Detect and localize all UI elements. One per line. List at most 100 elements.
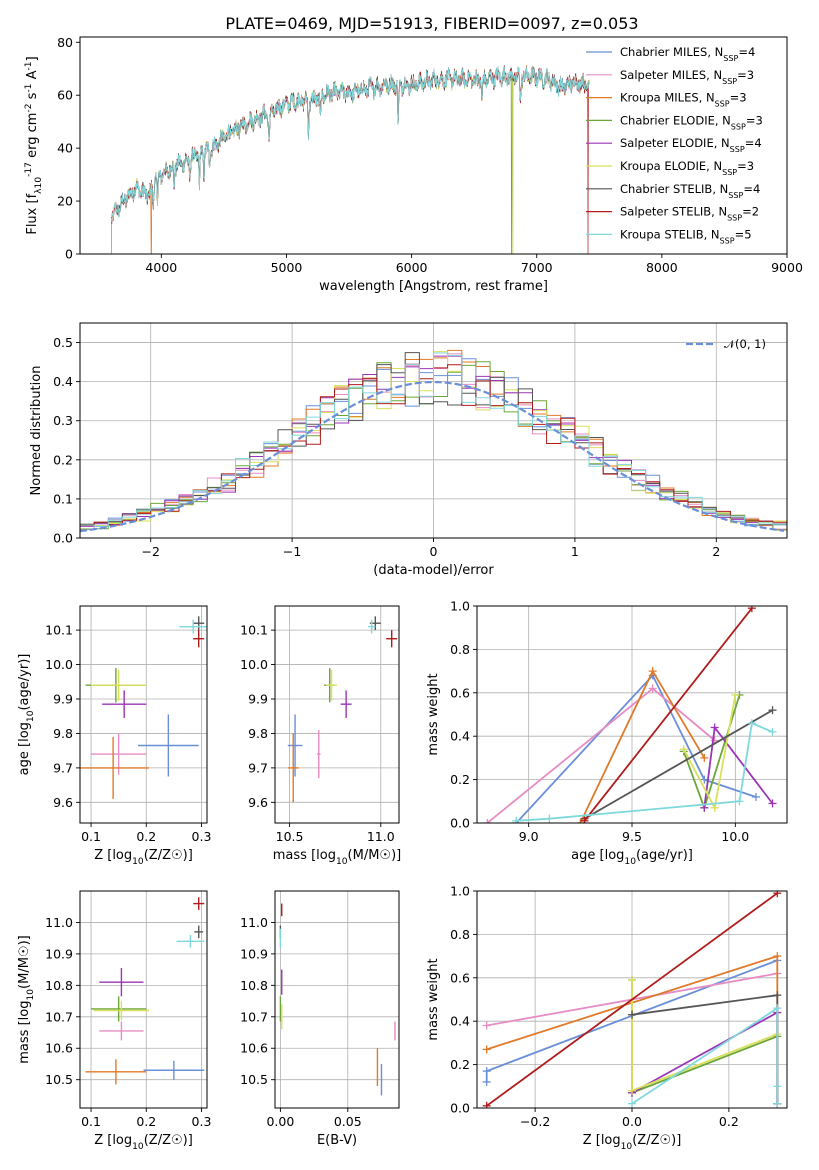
axes-frame [274, 890, 400, 1109]
y-tick-label: 60 [57, 88, 73, 103]
legend-entry: Chabrier STELIB, NSSP=4 [620, 182, 760, 200]
gaussian-curve [80, 380, 785, 533]
age-vs-Z-plot-area [80, 616, 207, 799]
y-tick-label: 10.7 [240, 1009, 268, 1024]
figure-title: PLATE=0469, MJD=51913, FIBERID=0097, z=0… [225, 14, 638, 33]
plus-marker [747, 606, 756, 613]
y-tick-label: 9.7 [53, 760, 73, 775]
x-tick-label: −2 [141, 544, 159, 559]
legend-entry: Salpeter MILES, NSSP=3 [620, 68, 754, 86]
x-tick-label: 2 [712, 544, 720, 559]
spectrum-line-kroupa-stelib [110, 66, 590, 223]
errorbar-point [143, 1060, 205, 1080]
weight-vs-Z-plot-area [482, 891, 782, 1108]
legend-entry: Kroupa ELODIE, NSSP=3 [620, 159, 754, 177]
x-tick-label: 9.0 [519, 829, 539, 844]
weight-line-chabrier-miles [515, 673, 757, 823]
y-tick-label: 10.6 [240, 1041, 268, 1056]
plus-marker [482, 1021, 491, 1030]
y-tick-label: 9.6 [248, 795, 268, 810]
y-tick-label: 0.8 [450, 642, 470, 657]
x-axis-label: wavelength [Angstrom, rest frame] [319, 279, 548, 294]
y-tick-label: 11.0 [45, 915, 73, 930]
plus-marker [628, 1086, 636, 1095]
x-tick-label: 4000 [145, 260, 177, 275]
errorbar-point [91, 669, 147, 701]
y-axis-label: mass [log10(M/M☉)] [17, 935, 36, 1063]
x-axis-label: Z [log10(Z/Z☉)] [94, 848, 193, 867]
histogram-chabrier-elodie [80, 361, 787, 531]
plus-marker [482, 1077, 491, 1086]
errorbar-point [193, 897, 205, 910]
y-tick-label: 80 [57, 35, 73, 50]
age-vs-mass-plot-area [287, 616, 398, 803]
plus-marker [482, 1045, 491, 1054]
plus-marker [731, 690, 740, 699]
y-tick-label: 0 [65, 247, 73, 262]
x-tick-label: 9.5 [622, 829, 642, 844]
y-tick-label: 0.3 [53, 413, 73, 428]
y-tick-label: 1.0 [450, 599, 470, 614]
errorbar-point [176, 935, 205, 948]
plus-marker [747, 719, 756, 728]
plus-marker [773, 1004, 782, 1013]
legend-entry: Chabrier MILES, NSSP=4 [620, 45, 755, 63]
errorbar-point [368, 619, 376, 634]
y-tick-label: 10.8 [240, 978, 268, 993]
y-tick-label: 9.9 [248, 692, 268, 707]
histogram-chabrier-stelib [80, 352, 787, 526]
plus-marker [768, 799, 777, 808]
plus-marker [768, 727, 777, 736]
x-tick-label: 0.05 [334, 1114, 362, 1129]
x-tick-label: 0.2 [136, 1114, 156, 1129]
plus-marker [482, 1067, 491, 1076]
weight-line-kroupa-stelib [631, 1006, 779, 1105]
plus-marker [628, 975, 636, 984]
y-tick-label: 9.8 [53, 726, 73, 741]
mass-vs-EBV-plot-area [279, 903, 396, 1096]
x-tick-label: 9000 [771, 260, 803, 275]
weight-vs-age-plot-area [483, 606, 777, 823]
x-tick-label: 0.3 [192, 829, 212, 844]
plus-marker [648, 684, 657, 693]
plus-marker [773, 952, 782, 961]
mass-vs-Z-panel: 0.1 0.2 0.3 10.5 10.6 10.7 10.8 10.9 11.0 Z [log1… [17, 890, 212, 1152]
x-axis-label: mass [log10(M/M☉)] [273, 848, 401, 867]
plus-marker [483, 819, 492, 823]
y-tick-label: 9.7 [248, 760, 268, 775]
errorbar-point [102, 690, 147, 718]
plus-marker [773, 891, 782, 898]
age-vs-Z-panel: 0.1 0.2 0.3 9.6 9.7 9.8 9.9 10.0 10.1 Z [log10(Z/… [17, 605, 212, 867]
x-tick-label: 0.2 [136, 829, 156, 844]
y-tick-label: 0.2 [450, 1057, 470, 1072]
errorbar-point [194, 925, 204, 939]
y-axis-label: Flux [fλ10-17 erg cm-2 s-1 A-1] [24, 56, 44, 234]
legend-entry: Salpeter ELODIE, NSSP=4 [620, 136, 762, 154]
axes-frame [79, 36, 788, 255]
y-tick-label: 10.1 [45, 623, 73, 638]
y-tick-label: 0.1 [53, 491, 73, 506]
legend-entry: Kroupa STELIB, NSSP=5 [620, 227, 752, 245]
y-tick-label: 10.9 [240, 946, 268, 961]
weight-vs-Z-panel: −0.2 0.0 0.2 0.0 0.2 0.4 0.6 0.8 1.0 Z [log10(Z/Z… [426, 884, 788, 1152]
y-tick-label: 10.5 [240, 1072, 268, 1087]
y-tick-label: 0.0 [53, 531, 73, 546]
x-tick-label: 0.3 [192, 1114, 212, 1129]
weight-line-kroupa-stelib [516, 721, 773, 822]
x-tick-label: 10.5 [276, 829, 304, 844]
errorbar-point [80, 736, 150, 799]
errorbar-point [193, 630, 205, 648]
errorbar-point [340, 690, 352, 718]
plus-marker [482, 1101, 491, 1108]
errorbar-point [91, 996, 147, 1022]
y-tick-label: 40 [57, 141, 73, 156]
histogram-kroupa-stelib [80, 352, 787, 527]
errorbar-point [386, 630, 398, 648]
mass-vs-EBV-panel: 0.00 0.05 10.5 10.6 10.7 10.8 10.9 11.0 E(B-V) [240, 890, 400, 1148]
x-axis-label: age [log10(age/yr)] [571, 848, 693, 867]
weight-line-salpeter-stelib [583, 607, 753, 822]
plus-marker [773, 1099, 782, 1108]
y-axis-label: Normed distribution [29, 366, 44, 496]
x-tick-label: 0.1 [81, 829, 101, 844]
